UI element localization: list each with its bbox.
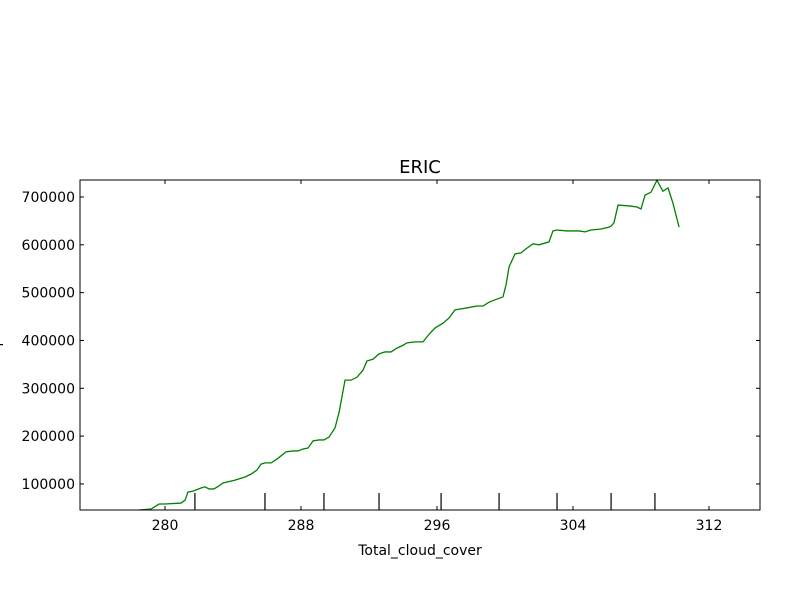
x-axis-label: Total_cloud_cover [357, 543, 482, 559]
y-tick-label: 700000 [22, 190, 75, 206]
y-tick-label: 300000 [22, 381, 75, 397]
y-axis-label: Partial dependence [0, 277, 4, 412]
x-tick-label: 280 [152, 518, 179, 534]
y-tick-label: 400000 [22, 333, 75, 349]
y-tick-label: 600000 [22, 238, 75, 254]
chart-title: ERIC [399, 157, 441, 178]
x-tick-label: 288 [288, 518, 315, 534]
plot-frame [79, 179, 761, 511]
y-tick-label: 500000 [22, 286, 75, 302]
data-line [138, 178, 680, 511]
x-tick-label: 312 [696, 518, 723, 534]
x-tick-label: 296 [424, 518, 451, 534]
x-tick-label: 304 [560, 518, 587, 534]
y-tick-label: 200000 [22, 429, 75, 445]
y-tick-label: 100000 [22, 477, 75, 493]
